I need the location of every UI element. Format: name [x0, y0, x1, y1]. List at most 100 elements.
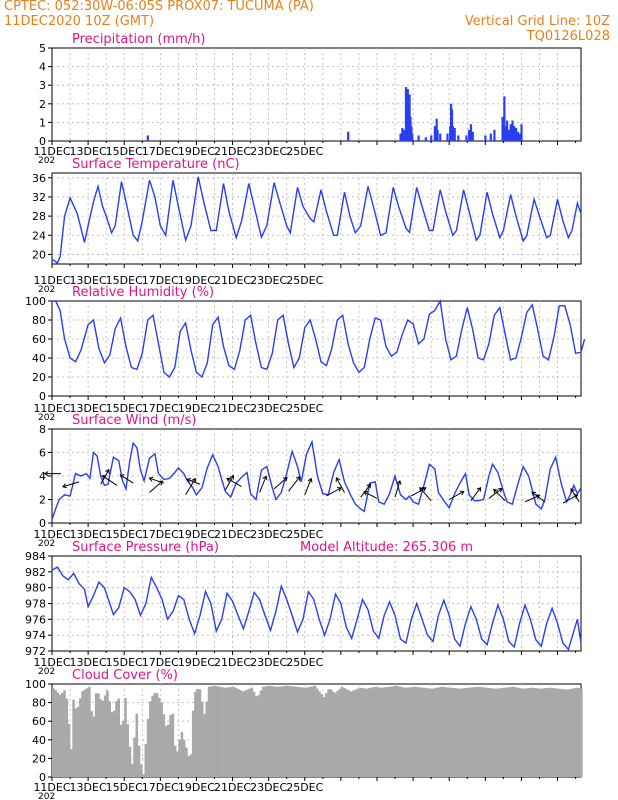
cloud-bar [126, 724, 130, 777]
cloud-bar [370, 687, 373, 777]
cloud-bar [334, 692, 337, 777]
cloud-bar [284, 686, 288, 777]
wind-arrow-head [419, 487, 424, 492]
cloud-bar [309, 686, 312, 777]
series-line [51, 176, 582, 265]
wind-arrow-shaft [288, 476, 301, 492]
cloud-bar [496, 688, 500, 777]
y-tick-label: 60 [32, 715, 46, 728]
cloud-bar [52, 687, 55, 777]
cloud-bar [155, 693, 159, 777]
cloud-bar [322, 697, 326, 777]
wind-arrow-head [476, 486, 482, 492]
wind-arrow-shaft [273, 477, 288, 490]
wind-arrow-head [336, 487, 342, 492]
cloud-bar [395, 685, 398, 777]
y-tick-label: 60 [32, 333, 46, 346]
precip-bar [417, 135, 420, 141]
cloud-bar [404, 687, 407, 777]
cloud-bar [81, 691, 84, 777]
wind-arrow [419, 487, 432, 502]
precip-bar [513, 126, 516, 141]
cloud-bar [505, 687, 509, 777]
wind-arrow-head [119, 474, 125, 479]
cloud-bar [273, 686, 276, 777]
cloud-bar [354, 689, 357, 777]
cloud-bar [255, 696, 258, 777]
cloud-bar [381, 687, 385, 777]
cloud-bar [92, 716, 96, 777]
cloud-bar [137, 745, 141, 777]
cloud-bar [343, 687, 346, 777]
panel-title: Surface Temperature (nC) [72, 157, 240, 172]
cloud-bar [383, 687, 387, 777]
x-tick-label: 23DEC [250, 781, 287, 794]
precip-bar [507, 129, 510, 141]
x-tick-label: 21DEC [214, 402, 251, 415]
cloud-bar [304, 687, 308, 777]
cloud-bar [191, 710, 195, 777]
cloud-bar [347, 690, 351, 777]
cloud-bar [338, 688, 342, 777]
precip-bar [515, 127, 518, 141]
cloud-bar [446, 687, 450, 777]
cloud-bar [318, 691, 321, 777]
cloud-bar [532, 687, 536, 777]
x-tick-label: 11DEC [33, 781, 70, 794]
wind-arrow-head [493, 488, 498, 494]
year-label: 202 [38, 413, 55, 423]
cloud-bar [130, 764, 134, 777]
cloud-bar [288, 686, 292, 777]
y-tick-label: 100 [25, 678, 46, 691]
cloud-bar [512, 686, 515, 777]
panel-3: 0 20 40 60 80 100 11DEC13DEC15DEC17DEC19DEC21D… [25, 285, 586, 423]
cloud-bar [485, 687, 488, 777]
panel-4: 0 2 4 6 8 11DEC13DEC15DEC17DEC19DEC21DEC23DEC… [33, 413, 582, 549]
cloud-bar [356, 688, 360, 777]
cloud-bar [266, 686, 269, 777]
wind-arrow-shaft [259, 476, 267, 493]
cloud-bar [530, 687, 534, 777]
cloud-bar [275, 686, 278, 777]
cloud-bar [97, 693, 100, 777]
cloud-bar [399, 686, 403, 777]
y-tick-label: 28 [32, 210, 46, 223]
chart-header: CPTEC: 052:30W-06:05S PROX07: TUCUMA (PA… [0, 0, 618, 46]
cloud-bar [489, 688, 493, 777]
precip-bar [451, 126, 455, 141]
precip-bar [504, 126, 507, 141]
cloud-bar [173, 745, 177, 777]
cloud-bar [160, 702, 163, 777]
x-tick-label: 11DEC [33, 402, 70, 415]
cloud-bar [144, 743, 148, 777]
x-tick-label: 19DEC [178, 145, 215, 158]
cloud-bar [162, 714, 166, 777]
cloud-bar [575, 687, 579, 777]
precip-bar [457, 135, 460, 141]
cloud-bar [119, 724, 123, 777]
wind-arrow [394, 480, 402, 498]
cloud-bar [268, 685, 272, 777]
cloud-bar [363, 688, 366, 777]
wind-arrow [363, 490, 378, 499]
y-tick-label: 36 [32, 172, 46, 185]
cloud-bar [128, 746, 132, 777]
wind-arrow-shaft [488, 488, 503, 499]
panel-title: Relative Humidity (%) [72, 285, 214, 300]
cloud-bar [219, 686, 222, 777]
cloud-bar [196, 688, 199, 777]
precip-bar [439, 133, 442, 141]
cloud-bar [374, 686, 378, 777]
cloud-bar [413, 686, 416, 777]
cloud-bar [510, 687, 513, 777]
y-tick-label: 8 [39, 423, 46, 436]
cloud-bar [189, 754, 193, 777]
precip-bar [411, 133, 414, 141]
cloud-bar [503, 687, 506, 777]
cloud-bar [115, 701, 118, 777]
x-tick-label: 19DEC [178, 528, 215, 541]
cloud-bar [94, 693, 98, 777]
cloud-bar [300, 687, 303, 777]
cloud-bar [198, 689, 202, 777]
cloud-bar [433, 688, 436, 777]
